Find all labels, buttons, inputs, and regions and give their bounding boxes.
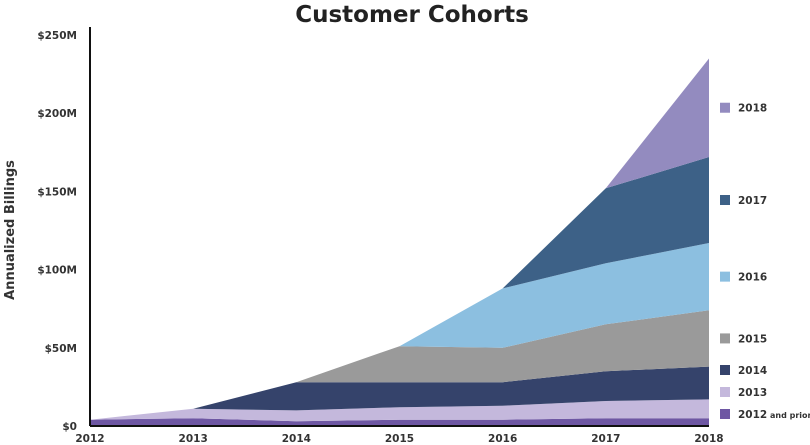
legend-swatch bbox=[720, 409, 730, 419]
legend-label: 2015 bbox=[738, 333, 767, 345]
y-tick-label: $250M bbox=[37, 30, 77, 42]
legend-swatch bbox=[720, 387, 730, 397]
legend-item: 2017 bbox=[720, 195, 767, 207]
x-tick-labels: 2012 2013 2014 2015 2016 2017 2018 bbox=[75, 433, 723, 445]
area-series-2015 bbox=[296, 310, 709, 383]
legend-swatch bbox=[720, 271, 730, 282]
area-series-2017 bbox=[502, 157, 709, 289]
area-series-2016 bbox=[399, 243, 709, 348]
legend-item: 2014 bbox=[720, 365, 767, 377]
legend-item: 2018 bbox=[720, 102, 767, 115]
x-tick-label: 2014 bbox=[282, 433, 311, 445]
area-series-2012-and-prior bbox=[90, 418, 709, 426]
legend-label: 2016 bbox=[738, 272, 767, 284]
legend-item: 2016 bbox=[720, 271, 767, 284]
legend-swatch bbox=[720, 333, 730, 344]
x-tick-label: 2015 bbox=[385, 433, 414, 445]
legend-label: 2013 bbox=[738, 387, 767, 399]
legend-label: 2017 bbox=[738, 195, 767, 207]
legend-item: 2012 and prior bbox=[720, 409, 810, 421]
legend-swatch bbox=[720, 102, 730, 113]
y-tick-label: $100M bbox=[37, 265, 77, 277]
legend-swatch bbox=[720, 365, 730, 375]
area-series-2018 bbox=[605, 58, 709, 189]
legend-item: 2015 bbox=[720, 333, 767, 345]
chart-title: Customer Cohorts bbox=[295, 2, 529, 28]
legend: 2012 and prior 2013 2014 2015 2016 2017 2018 bbox=[720, 102, 810, 421]
y-tick-labels: $0 $50M $100M $150M $200M $250M bbox=[37, 30, 77, 433]
y-tick-label: $200M bbox=[37, 108, 77, 120]
y-tick-label: $50M bbox=[45, 343, 77, 355]
legend-item: 2013 bbox=[720, 387, 767, 399]
legend-swatch bbox=[720, 195, 730, 206]
legend-label: 2014 bbox=[738, 365, 767, 377]
y-tick-label: $150M bbox=[37, 186, 77, 198]
x-tick-label: 2017 bbox=[591, 433, 620, 445]
axes bbox=[89, 27, 709, 427]
x-tick-label: 2016 bbox=[488, 433, 517, 445]
area-layers bbox=[90, 58, 709, 426]
y-tick-label: $0 bbox=[62, 421, 77, 433]
area-series-2013 bbox=[90, 399, 709, 422]
legend-label: 2018 bbox=[738, 103, 767, 115]
x-tick-label: 2018 bbox=[694, 433, 723, 445]
y-axis-label: Annualized Billings bbox=[3, 160, 18, 300]
x-tick-label: 2013 bbox=[179, 433, 208, 445]
x-tick-label: 2012 bbox=[75, 433, 104, 445]
legend-label: 2012 and prior bbox=[738, 409, 810, 421]
area-series-2014 bbox=[193, 366, 709, 411]
